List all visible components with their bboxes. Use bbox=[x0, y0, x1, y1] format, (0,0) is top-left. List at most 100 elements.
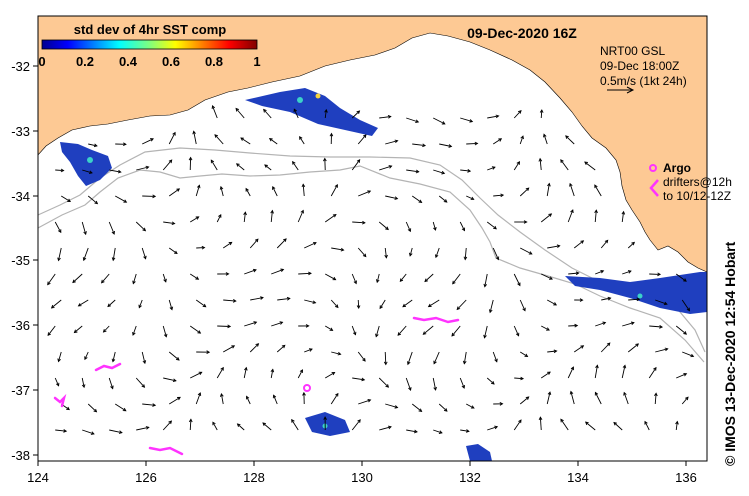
sst-highlight bbox=[87, 157, 93, 163]
current-arrowhead bbox=[594, 184, 598, 189]
colorbar-tick: 0.2 bbox=[76, 54, 94, 69]
current-arrow bbox=[484, 273, 488, 287]
current-arrowhead bbox=[388, 165, 393, 169]
current-arrowhead bbox=[546, 327, 550, 331]
current-arrowhead bbox=[579, 298, 584, 302]
current-arrow bbox=[513, 110, 522, 119]
sst-highlight bbox=[315, 93, 321, 99]
current-arrowhead bbox=[272, 185, 276, 190]
current-arrow bbox=[168, 247, 178, 254]
current-arrow bbox=[655, 348, 668, 353]
current-arrow bbox=[217, 325, 231, 327]
current-arrowhead bbox=[574, 323, 579, 328]
current-arrow bbox=[235, 108, 245, 119]
sst-highlight bbox=[637, 293, 643, 299]
current-arrow bbox=[78, 299, 89, 307]
argo-legend-icon bbox=[649, 164, 657, 172]
current-arrowhead bbox=[152, 403, 157, 407]
current-arrowhead bbox=[394, 139, 399, 144]
current-arrow bbox=[622, 270, 632, 275]
current-arrow bbox=[358, 190, 371, 197]
current-arrowhead bbox=[690, 353, 695, 358]
current-arrowhead bbox=[357, 419, 361, 423]
current-arrow bbox=[135, 221, 146, 232]
current-arrowhead bbox=[324, 108, 328, 113]
current-arrowhead bbox=[352, 331, 357, 336]
current-arrow bbox=[82, 169, 93, 174]
lon-tick-label: 134 bbox=[567, 470, 589, 485]
current-arrow bbox=[681, 299, 690, 311]
drifter-legend-line2: to 10/12-12Z bbox=[663, 189, 731, 203]
current-arrowhead bbox=[613, 421, 618, 426]
lat-axis bbox=[33, 65, 38, 456]
current-arrowhead bbox=[594, 209, 598, 214]
current-arrow bbox=[162, 420, 172, 431]
current-arrowhead bbox=[584, 421, 589, 426]
current-arrow bbox=[519, 135, 524, 145]
current-arrowhead bbox=[255, 343, 260, 347]
current-arrowhead bbox=[93, 143, 98, 148]
current-arrow bbox=[567, 366, 574, 379]
current-arrowhead bbox=[407, 361, 411, 366]
current-arrowhead bbox=[176, 188, 181, 192]
current-arrow bbox=[351, 110, 360, 119]
current-arrow bbox=[270, 210, 273, 223]
current-arrowhead bbox=[490, 381, 495, 385]
current-arrow bbox=[357, 351, 366, 362]
current-arrowhead bbox=[565, 135, 569, 139]
current-arrow bbox=[513, 161, 520, 171]
current-arrowhead bbox=[418, 199, 423, 204]
current-arrow bbox=[433, 169, 445, 174]
current-arrow bbox=[245, 188, 251, 197]
current-arrowhead bbox=[418, 408, 423, 412]
current-arrow bbox=[136, 426, 149, 431]
current-arrowhead bbox=[270, 209, 274, 214]
colorbar bbox=[41, 39, 258, 50]
current-arrowhead bbox=[67, 198, 71, 202]
current-arrow bbox=[330, 393, 339, 405]
current-arrowhead bbox=[227, 324, 232, 329]
current-arrowhead bbox=[570, 209, 574, 214]
current-arrowhead bbox=[225, 272, 230, 276]
current-arrow bbox=[648, 367, 657, 379]
current-arrow bbox=[357, 247, 367, 257]
current-arrow bbox=[464, 247, 467, 260]
current-arrow bbox=[547, 245, 560, 249]
sst-patch bbox=[305, 412, 350, 436]
current-arrowhead bbox=[635, 343, 640, 347]
current-arrow bbox=[675, 325, 687, 335]
current-arrow bbox=[412, 143, 426, 147]
current-arrowhead bbox=[644, 420, 648, 425]
current-arrowhead bbox=[433, 386, 437, 391]
current-arrowhead bbox=[483, 283, 488, 288]
current-arrow bbox=[622, 322, 635, 327]
current-arrowhead bbox=[623, 391, 627, 396]
current-arrowhead bbox=[122, 407, 127, 412]
current-arrowhead bbox=[451, 332, 455, 337]
current-arrow bbox=[222, 242, 232, 249]
current-arrow bbox=[162, 273, 167, 282]
current-arrow bbox=[567, 209, 574, 223]
current-arrow bbox=[212, 105, 218, 119]
current-arrowhead bbox=[584, 161, 588, 165]
lat-tick-label: -35 bbox=[11, 253, 30, 268]
current-arrowhead bbox=[145, 165, 150, 170]
current-arrow bbox=[613, 422, 623, 431]
current-arrowhead bbox=[547, 371, 551, 375]
sst-highlight bbox=[297, 97, 303, 103]
current-arrow bbox=[271, 268, 284, 275]
current-arrowhead bbox=[305, 324, 310, 328]
current-arrow bbox=[216, 367, 224, 379]
colorbar-tick: 0.6 bbox=[162, 54, 180, 69]
current-arrow bbox=[223, 345, 235, 353]
current-arrowhead bbox=[387, 114, 392, 119]
current-arrow bbox=[513, 273, 521, 286]
current-arrowhead bbox=[402, 303, 407, 308]
current-arrowhead bbox=[595, 364, 599, 369]
current-arrowhead bbox=[415, 169, 420, 174]
current-arrowhead bbox=[177, 396, 181, 401]
current-arrow bbox=[513, 419, 522, 431]
lon-tick-label: 132 bbox=[459, 470, 481, 485]
current-arrowhead bbox=[210, 159, 215, 164]
